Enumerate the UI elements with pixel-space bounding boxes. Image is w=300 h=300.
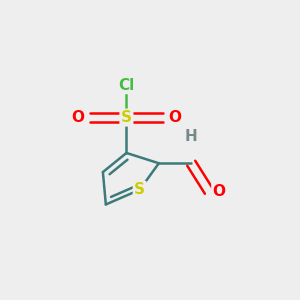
- Text: Cl: Cl: [118, 78, 135, 93]
- Text: S: S: [134, 182, 145, 197]
- Text: O: O: [169, 110, 182, 125]
- Text: O: O: [213, 184, 226, 199]
- Text: S: S: [121, 110, 132, 125]
- Text: O: O: [169, 110, 182, 125]
- Text: H: H: [185, 129, 198, 144]
- Text: S: S: [134, 182, 145, 197]
- Text: H: H: [185, 129, 198, 144]
- Text: O: O: [71, 110, 84, 125]
- Text: S: S: [121, 110, 132, 125]
- Text: Cl: Cl: [118, 78, 135, 93]
- Text: O: O: [71, 110, 84, 125]
- Text: O: O: [213, 184, 226, 199]
